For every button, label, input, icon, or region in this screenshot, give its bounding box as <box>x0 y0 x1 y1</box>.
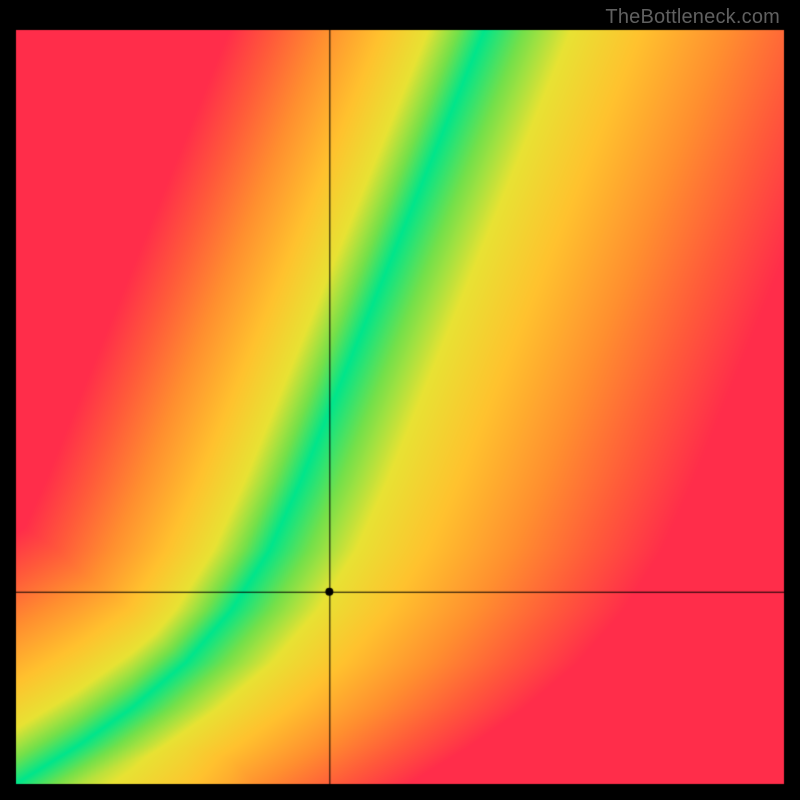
watermark-text: TheBottleneck.com <box>605 6 780 29</box>
heatmap-canvas <box>0 0 800 800</box>
chart-container: TheBottleneck.com <box>0 0 800 800</box>
